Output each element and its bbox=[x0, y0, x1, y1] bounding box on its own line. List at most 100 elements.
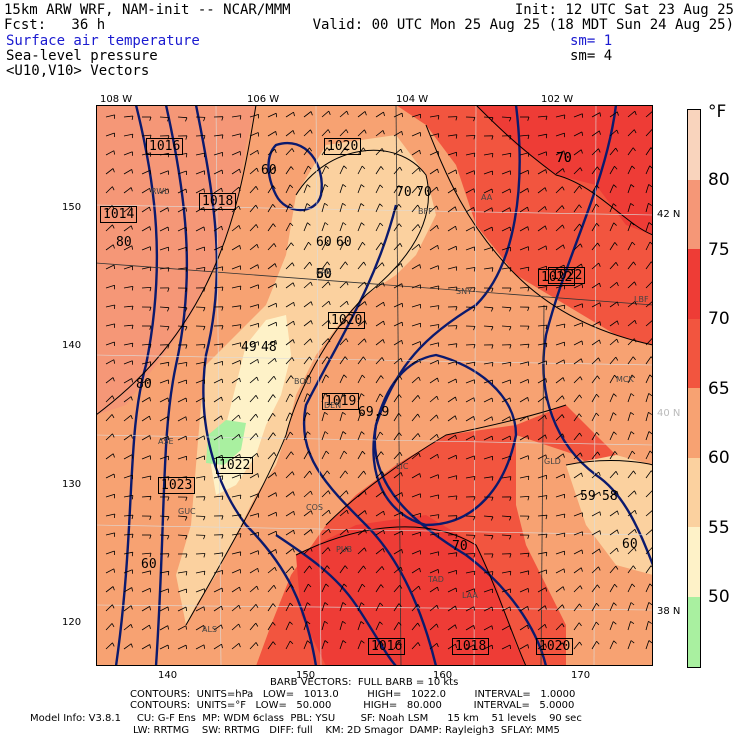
wind-barb bbox=[411, 531, 421, 536]
wind-barb bbox=[609, 393, 614, 403]
wind-barb-flag bbox=[562, 224, 565, 229]
wind-barb bbox=[267, 413, 274, 422]
wind-barb bbox=[411, 264, 420, 270]
wind-barb bbox=[249, 567, 258, 574]
isotherm-label: 60 bbox=[622, 537, 638, 552]
wind-barb-flag bbox=[361, 222, 365, 226]
wind-barb-flag bbox=[579, 585, 583, 590]
wind-barb-flag bbox=[614, 583, 618, 588]
wind-barb-flag bbox=[509, 117, 512, 122]
wind-barb bbox=[249, 304, 259, 308]
wind-barb bbox=[159, 361, 169, 365]
wind-barb bbox=[429, 244, 438, 251]
wind-barb bbox=[123, 396, 132, 403]
wind-barb-flag bbox=[379, 602, 384, 607]
wind-barb-flag bbox=[437, 377, 439, 382]
wind-barb bbox=[465, 515, 476, 517]
wind-barb-flag bbox=[419, 150, 421, 155]
wind-barb bbox=[321, 261, 328, 270]
wind-barb-flag bbox=[203, 606, 205, 611]
forecast-hour: Fcst: 36 h bbox=[4, 17, 106, 33]
isotherm-label: 70 bbox=[556, 151, 572, 166]
wind-barb bbox=[339, 356, 346, 365]
wind-barb bbox=[303, 640, 308, 650]
wind-barb-flag bbox=[309, 261, 313, 266]
wind-barb bbox=[177, 625, 187, 631]
wind-barb-flag bbox=[544, 187, 547, 192]
wind-barb bbox=[303, 338, 311, 346]
wind-barb bbox=[609, 222, 615, 232]
wind-barb-flag bbox=[473, 135, 476, 140]
wind-barb-flag bbox=[379, 412, 383, 416]
wind-barb bbox=[555, 586, 564, 593]
wind-barb bbox=[483, 571, 493, 574]
wind-barb-flag bbox=[380, 242, 384, 247]
wind-barb-flag bbox=[595, 621, 600, 626]
wind-barb bbox=[195, 246, 205, 251]
wind-barb-flag bbox=[383, 530, 385, 535]
wind-barb bbox=[249, 513, 259, 517]
wind-barb bbox=[573, 303, 583, 308]
wind-barb-flag bbox=[363, 356, 367, 361]
wind-barb bbox=[177, 515, 188, 518]
wind-barb-flag bbox=[308, 583, 312, 588]
wind-barb-flag bbox=[362, 241, 366, 246]
wind-barb bbox=[285, 412, 291, 422]
wind-barb bbox=[393, 283, 402, 289]
wind-barb-flag bbox=[112, 168, 115, 173]
wind-barb bbox=[591, 621, 597, 631]
wind-barb bbox=[645, 129, 653, 137]
wind-barb bbox=[573, 322, 583, 327]
wind-barb bbox=[501, 379, 511, 384]
wind-barb-flag bbox=[544, 624, 547, 629]
wind-barb bbox=[555, 453, 564, 460]
wind-barb bbox=[645, 356, 652, 365]
wind-barb bbox=[321, 300, 330, 308]
wind-barb-flag bbox=[398, 394, 402, 398]
wind-barb bbox=[411, 322, 421, 327]
wind-barb bbox=[267, 263, 276, 270]
wind-barb bbox=[465, 588, 475, 593]
wind-barb-flag bbox=[328, 319, 331, 324]
wind-barb bbox=[249, 243, 258, 251]
wind-barb bbox=[591, 471, 599, 479]
wind-barb bbox=[627, 412, 631, 422]
wind-barb bbox=[429, 285, 439, 289]
wind-barb-flag bbox=[613, 640, 617, 644]
wind-barb bbox=[519, 455, 529, 460]
wind-barb-flag bbox=[545, 515, 548, 520]
wind-barb bbox=[177, 246, 187, 251]
wind-barb-flag bbox=[562, 395, 565, 400]
wind-barb-flag bbox=[185, 117, 188, 122]
wind-barb bbox=[285, 320, 294, 327]
wind-barb-flag bbox=[578, 622, 582, 627]
wind-barb bbox=[375, 339, 384, 346]
wind-barb-flag bbox=[113, 264, 115, 270]
wind-barb-flag bbox=[203, 326, 206, 331]
wind-barb bbox=[123, 414, 132, 422]
wind-barb-flag bbox=[509, 188, 511, 193]
wind-barb-flag bbox=[562, 168, 565, 173]
wind-barb bbox=[375, 148, 383, 156]
wind-barb bbox=[267, 452, 275, 460]
wind-barb bbox=[285, 301, 294, 308]
wind-barb bbox=[303, 565, 310, 574]
colorbar-swatch-65-70 bbox=[688, 319, 700, 388]
wind-barb bbox=[159, 246, 169, 251]
wind-barb-flag bbox=[630, 640, 635, 644]
wind-barb-flag bbox=[580, 358, 583, 363]
wind-barb bbox=[447, 605, 456, 612]
wind-barb-flag bbox=[149, 553, 152, 558]
wind-barb bbox=[177, 644, 187, 650]
wind-barb-flag bbox=[203, 496, 206, 501]
wind-barb bbox=[285, 548, 294, 555]
wind-barb bbox=[321, 222, 326, 232]
wind-barb bbox=[537, 378, 546, 384]
wind-barb bbox=[249, 433, 257, 441]
wind-barb-flag bbox=[581, 131, 583, 136]
wind-barb bbox=[447, 134, 457, 137]
wind-barb bbox=[429, 186, 438, 194]
wind-barb bbox=[501, 306, 512, 309]
wind-barb-flag bbox=[417, 224, 421, 229]
wind-barb bbox=[231, 115, 241, 118]
